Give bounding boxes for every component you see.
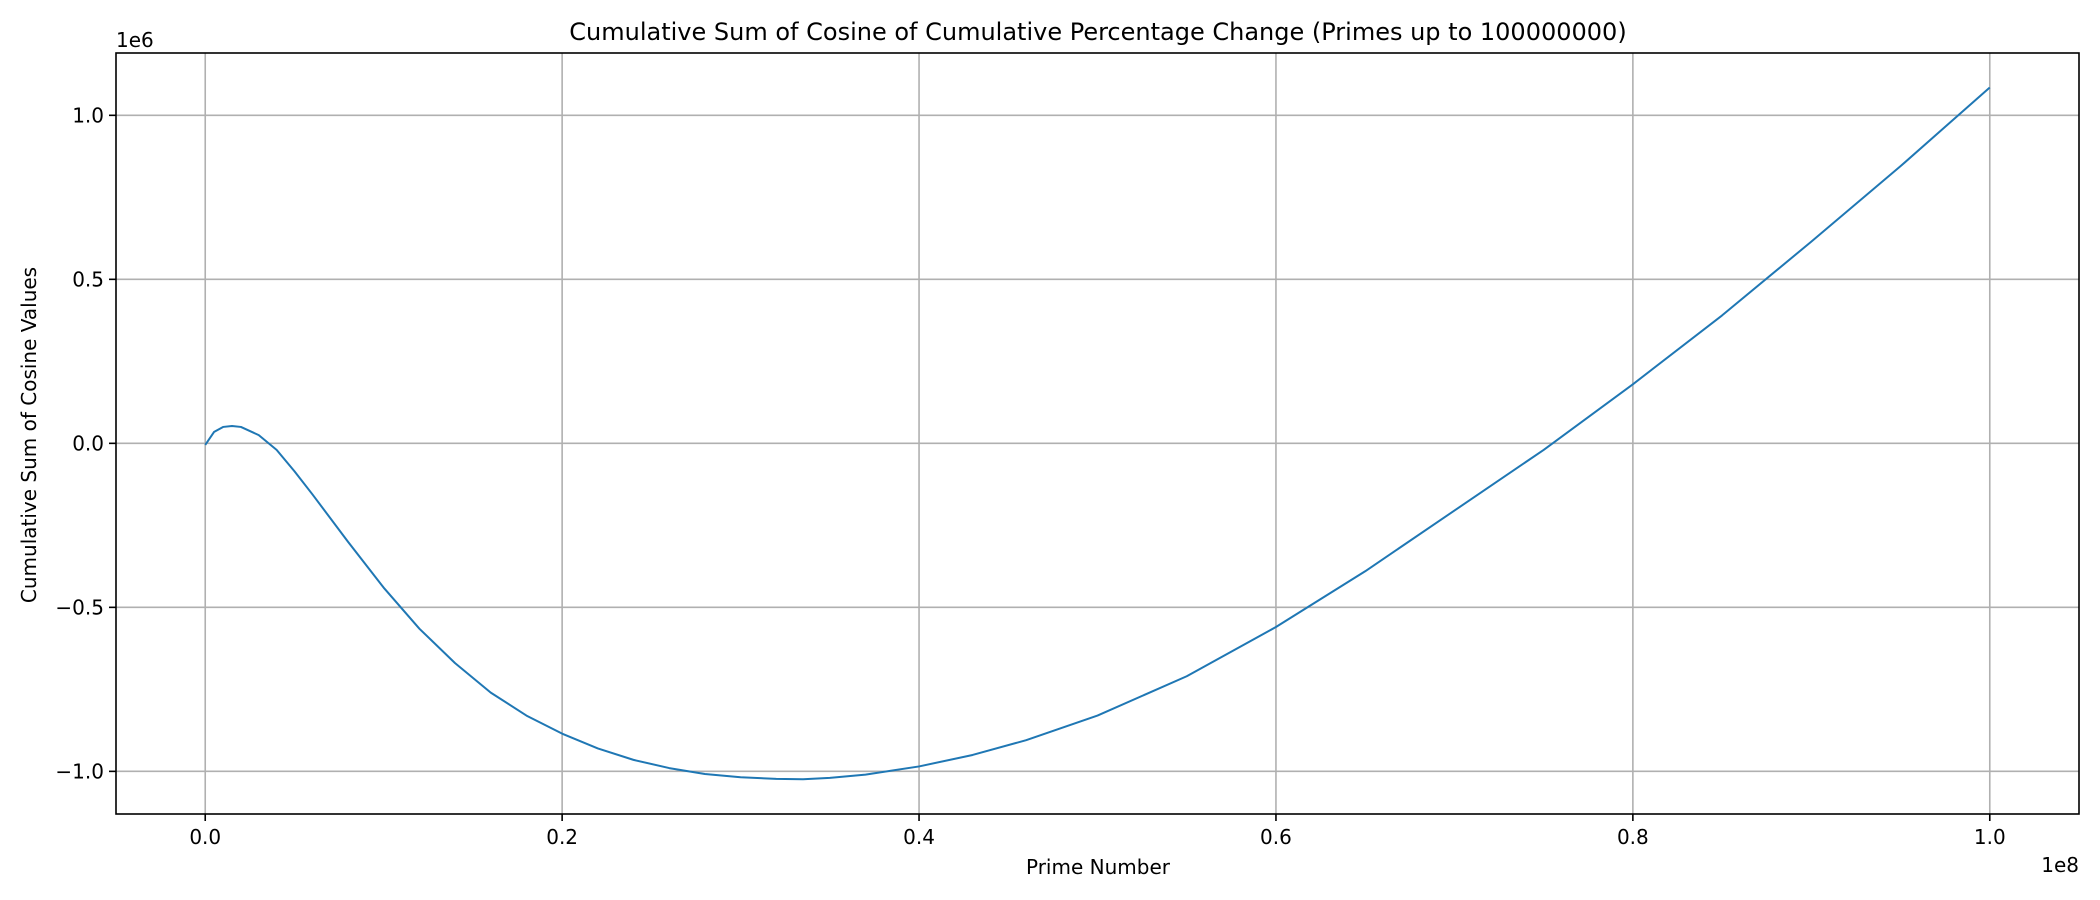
y-tick-label: 1.0 [72, 103, 104, 127]
y-tick-label: 0.5 [72, 267, 104, 291]
y-tick-label: −1.0 [55, 759, 104, 783]
x-tick-label: 0.2 [546, 825, 578, 849]
x-axis-label: Prime Number [1026, 855, 1171, 879]
x-tick-label: 0.6 [1260, 825, 1292, 849]
x-offset-text: 1e8 [2041, 853, 2079, 877]
x-tick-label: 1.0 [1974, 825, 2006, 849]
x-tick-label: 0.4 [903, 825, 935, 849]
x-tick-label: 0.8 [1617, 825, 1649, 849]
series-layer [204, 86, 1991, 781]
axes [115, 52, 2080, 815]
ticks: 0.0 0.2 0.4 0.6 0.8 1.0 −1.0 −0.5 0.0 0.5 1.0 [55, 103, 2005, 849]
grid [116, 53, 2079, 814]
axes-frame [115, 52, 2080, 815]
y-axis-label: Cumulative Sum of Cosine Values [17, 267, 41, 603]
x-tick-label: 0.0 [189, 825, 221, 849]
series-line [204, 86, 1991, 781]
chart-title: Cumulative Sum of Cosine of Cumulative P… [569, 18, 1626, 46]
y-offset-text: 1e6 [116, 28, 154, 52]
y-tick-label: 0.0 [72, 431, 104, 455]
y-tick-label: −0.5 [55, 595, 104, 619]
